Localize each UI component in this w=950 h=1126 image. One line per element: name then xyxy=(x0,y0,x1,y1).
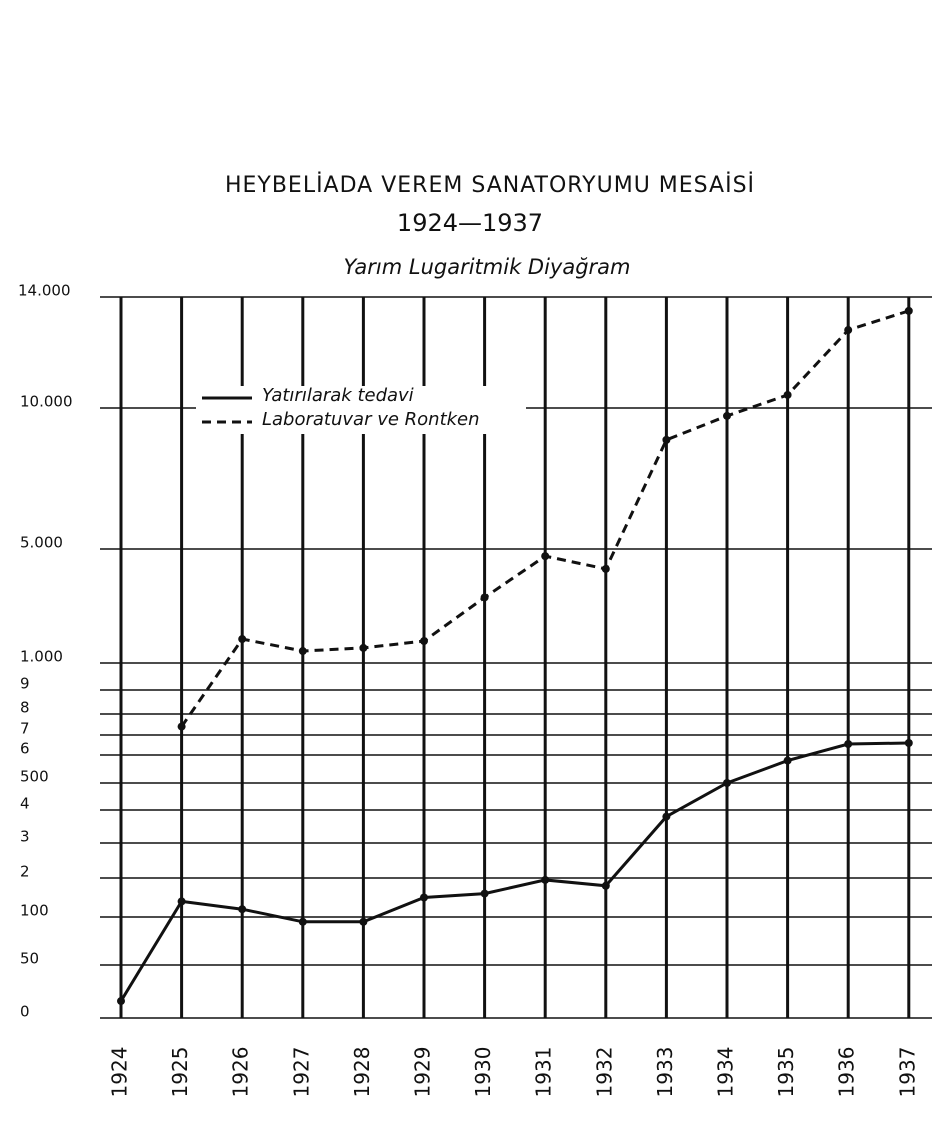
data-point xyxy=(420,893,428,902)
x-tick-label: 1936 xyxy=(835,1047,859,1098)
annotation: Yarım Lugaritmik Diyağram xyxy=(344,255,631,279)
y-tick-label: 100 xyxy=(20,902,49,920)
data-point xyxy=(480,593,489,602)
x-tick-label: 1931 xyxy=(532,1047,556,1098)
y-tick-label: 4 xyxy=(20,795,30,813)
y-tick-label: 1.000 xyxy=(20,648,63,666)
x-tick-label: 1930 xyxy=(471,1047,495,1098)
data-point xyxy=(601,881,610,890)
x-tick-label: 1933 xyxy=(653,1047,677,1098)
data-point xyxy=(238,905,247,914)
data-point xyxy=(844,326,853,335)
data-point xyxy=(541,875,550,884)
data-point xyxy=(783,390,792,399)
data-point xyxy=(238,635,247,644)
y-tick-label: 50 xyxy=(20,950,39,968)
x-tick-label: 1935 xyxy=(774,1047,798,1098)
x-tick-label: 1926 xyxy=(229,1047,253,1098)
x-tick-label: 1928 xyxy=(350,1047,374,1098)
data-point xyxy=(783,756,792,765)
data-point xyxy=(177,722,186,731)
y-tick-label: 8 xyxy=(20,699,30,717)
x-tick-label: 1927 xyxy=(289,1047,313,1098)
data-point xyxy=(359,917,368,926)
legend-label: Laboratuvar ve Rontken xyxy=(262,409,480,430)
legend-label: Yatırılarak tedavi xyxy=(262,385,414,406)
data-point xyxy=(723,411,731,420)
x-tick-label: 1932 xyxy=(592,1047,616,1098)
data-point xyxy=(359,643,368,652)
y-tick-label: 2 xyxy=(20,863,30,881)
y-tick-label: 9 xyxy=(20,675,30,693)
y-tick-label: 6 xyxy=(20,740,30,758)
x-tick-label: 1929 xyxy=(411,1047,435,1098)
data-point xyxy=(662,812,671,821)
y-tick-label: 10.000 xyxy=(20,393,73,411)
data-point xyxy=(117,997,125,1006)
x-tick-label: 1925 xyxy=(168,1047,192,1098)
data-point xyxy=(480,889,489,898)
x-tick-label: 1934 xyxy=(714,1047,738,1098)
chart-title: HEYBELİADA VEREM SANATORYUMU MESAİSİ xyxy=(225,172,755,198)
data-point xyxy=(298,647,307,656)
chart-subtitle: 1924—1937 xyxy=(397,209,543,237)
data-point xyxy=(420,637,428,646)
data-point xyxy=(662,435,671,444)
y-tick-label: 500 xyxy=(20,768,49,786)
x-tick-label: 1937 xyxy=(895,1047,919,1098)
data-point xyxy=(298,917,307,926)
data-point xyxy=(904,739,913,747)
data-point xyxy=(844,740,853,748)
x-tick-label: 1924 xyxy=(108,1047,132,1098)
y-tick-label: 5.000 xyxy=(20,534,63,552)
y-tick-label: 14.000 xyxy=(18,282,71,300)
y-tick-label: 0 xyxy=(20,1003,30,1021)
data-point xyxy=(541,552,550,561)
data-point xyxy=(601,564,610,573)
y-tick-label: 3 xyxy=(20,828,30,846)
series-line xyxy=(119,741,909,1002)
y-tick-label: 7 xyxy=(20,720,30,738)
data-point xyxy=(904,306,913,315)
data-point xyxy=(723,779,731,787)
data-point xyxy=(177,897,186,906)
